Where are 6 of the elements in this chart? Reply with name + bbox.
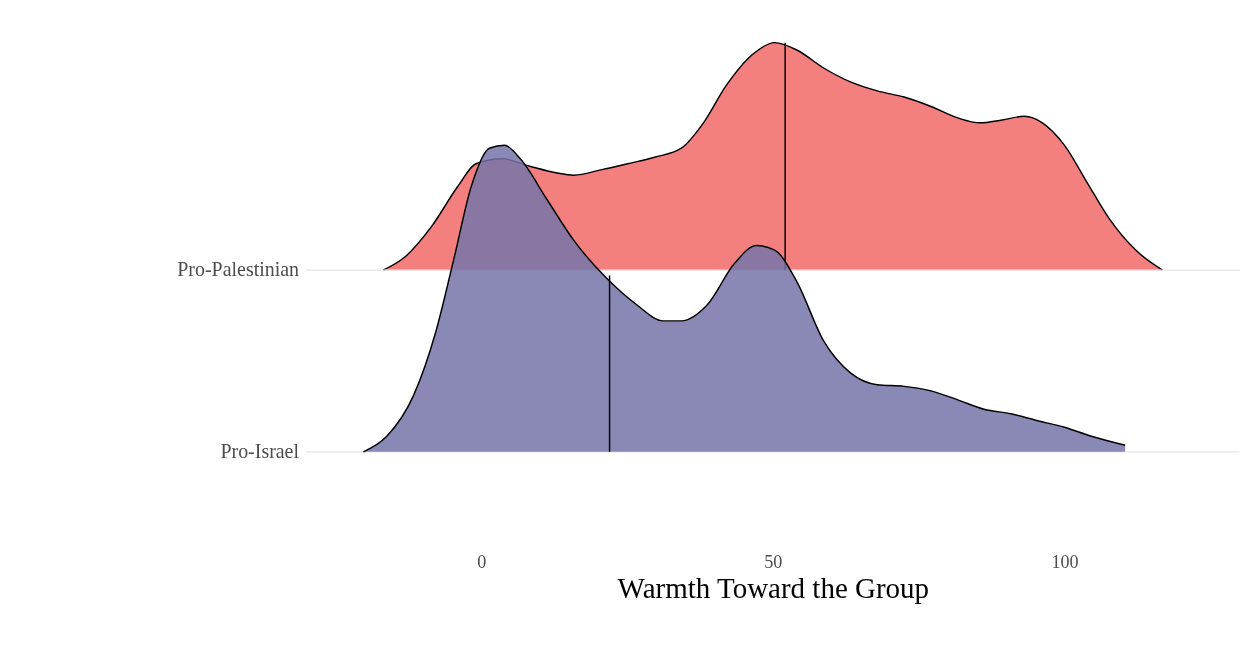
x-tick-label: 50 [764, 551, 783, 572]
ref-line-label: Pro-Israel [220, 440, 300, 463]
x-tick-label: 100 [1051, 551, 1079, 572]
x-axis-title: Warmth Toward the Group [617, 571, 930, 604]
ref-line-label: Pro-Palestinian [177, 258, 300, 281]
x-tick-label: 0 [477, 551, 487, 572]
